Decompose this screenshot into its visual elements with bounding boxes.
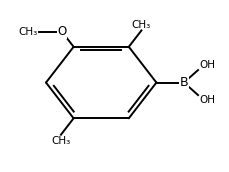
Text: CH₃: CH₃ <box>19 27 38 37</box>
Text: CH₃: CH₃ <box>51 136 70 146</box>
Text: O: O <box>57 25 66 38</box>
Text: OH: OH <box>198 95 214 105</box>
Text: CH₃: CH₃ <box>131 20 150 30</box>
Text: OH: OH <box>198 60 214 70</box>
Text: B: B <box>179 76 188 89</box>
